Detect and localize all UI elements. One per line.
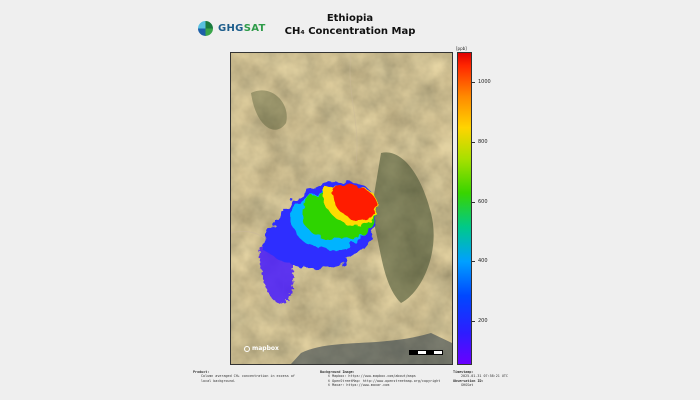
map-scale-bar [409, 350, 443, 355]
logo-part1: GHG [218, 23, 244, 34]
colorbar-tick [471, 321, 475, 323]
satellite-map[interactable] [230, 52, 453, 365]
logo-part2: SAT [243, 23, 266, 34]
mapbox-icon [244, 345, 250, 352]
vegetation-patch [251, 90, 287, 130]
colorbar-tick [471, 261, 475, 263]
colorbar-tick [471, 141, 475, 143]
mapbox-text: mapbox [252, 345, 279, 352]
footer-observation: GHGSat [461, 383, 474, 388]
plume-red [331, 184, 377, 221]
footer-meta: Timestamp: 2025-01-31 07:58:21 UTC Obser… [453, 370, 508, 388]
colorbar-tick [471, 81, 475, 83]
dark-vegetation [371, 152, 434, 303]
colorbar-tick-label: 1000 [478, 78, 491, 85]
footer-background-line3: © Maxar: https://www.maxar.com [328, 383, 390, 388]
colorbar-tick-label: 600 [478, 198, 488, 205]
colorbar-tick-label: 400 [478, 258, 488, 265]
colorbar [457, 52, 472, 365]
footer-product-heading: Product: [193, 370, 210, 374]
footer-timestamp: 2025-01-31 07:58:21 UTC [461, 374, 508, 379]
colorbar-unit: [ppb] [456, 46, 467, 51]
ch4-plume [259, 181, 378, 304]
footer-background-line1: © Mapbox: https://www.mapbox.com/about/m… [328, 374, 416, 379]
colorbar-tick-label: 200 [478, 318, 488, 325]
footer-background: Background Image: © Mapbox: https://www.… [320, 370, 440, 388]
ghgsat-logo: GHGSAT [198, 21, 266, 36]
footer-product-line1: Column averaged CH₄ concentration in exc… [201, 374, 295, 379]
footer-product: Product: Column averaged CH₄ concentrati… [193, 370, 295, 383]
ghgsat-wordmark: GHGSAT [218, 23, 266, 34]
map-title: Ethiopia CH₄ Concentration Map [250, 12, 450, 38]
map-canvas [231, 53, 452, 364]
mapbox-attribution[interactable]: mapbox [244, 345, 279, 352]
footer-product-line2: local background. [201, 378, 236, 383]
footer-background-line2: © OpenStreetMap: http://www.openstreetma… [328, 378, 441, 383]
footer-observation-heading: Observation ID: [453, 378, 484, 383]
footer-timestamp-heading: Timestamp: [453, 370, 474, 374]
title-location: Ethiopia [326, 13, 374, 24]
title-product: CH₄ Concentration Map [284, 26, 416, 37]
colorbar-tick-label: 800 [478, 138, 488, 145]
footer-background-heading: Background Image: [320, 370, 355, 374]
colorbar-tick [471, 201, 475, 203]
road [349, 53, 358, 164]
lake [291, 333, 452, 364]
ghgsat-globe-icon [198, 21, 213, 36]
